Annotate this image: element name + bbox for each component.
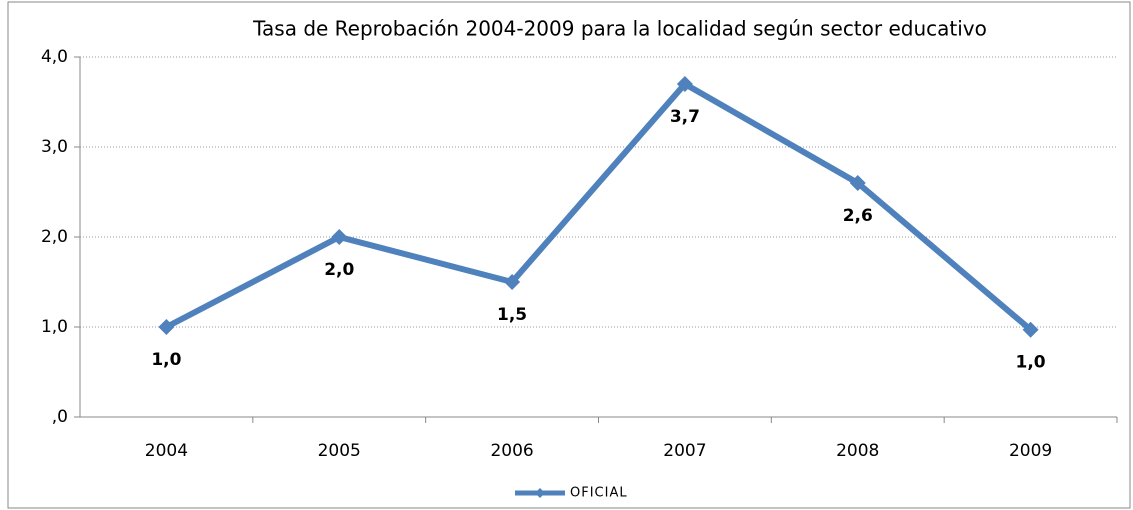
x-tick-label: 2005 bbox=[318, 441, 361, 461]
x-tick-label: 2006 bbox=[490, 441, 533, 461]
y-tick-label: 2,0 bbox=[41, 227, 68, 247]
data-point bbox=[1022, 321, 1039, 338]
x-tick-label: 2007 bbox=[663, 441, 706, 461]
y-tick-label: 3,0 bbox=[41, 137, 68, 157]
data-point bbox=[504, 274, 521, 290]
legend-label: OFICIAL bbox=[570, 486, 628, 501]
data-label: 2,6 bbox=[843, 206, 873, 226]
data-label: 1,0 bbox=[151, 350, 181, 370]
y-tick-label: 1,0 bbox=[41, 317, 68, 337]
data-point bbox=[158, 319, 175, 335]
y-tick-label: 4,0 bbox=[41, 47, 68, 67]
y-tick-label: ,0 bbox=[52, 407, 68, 427]
chart-border bbox=[7, 1, 1131, 509]
data-label: 2,0 bbox=[324, 260, 354, 280]
data-label: 1,0 bbox=[1016, 353, 1046, 373]
chart-title: Tasa de Reprobación 2004-2009 para la lo… bbox=[252, 17, 987, 41]
legend-marker bbox=[535, 488, 545, 498]
series-line bbox=[165, 81, 1033, 332]
x-tick-label: 2009 bbox=[1009, 441, 1052, 461]
data-point bbox=[676, 76, 693, 92]
x-tick-label: 2004 bbox=[145, 441, 188, 461]
data-label: 3,7 bbox=[670, 107, 700, 127]
data-label: 1,5 bbox=[497, 305, 527, 325]
x-tick-label: 2008 bbox=[836, 441, 879, 461]
data-point bbox=[331, 229, 348, 245]
data-point bbox=[849, 175, 866, 191]
